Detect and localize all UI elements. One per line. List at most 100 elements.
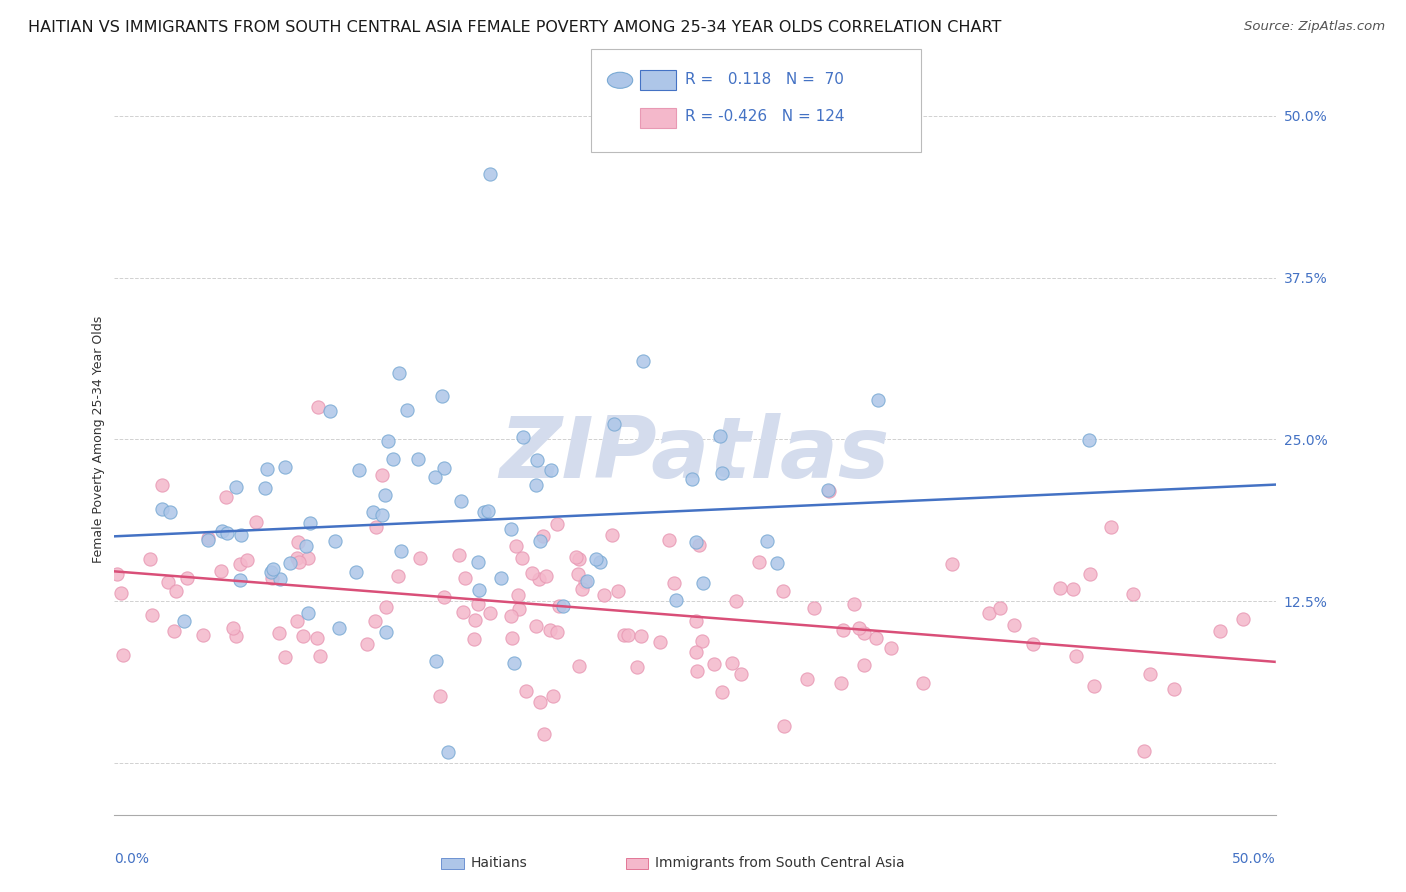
Point xyxy=(297,551,319,566)
Point xyxy=(988,601,1011,615)
Point xyxy=(685,534,707,549)
Point xyxy=(1062,582,1084,596)
Point xyxy=(425,654,447,668)
Point xyxy=(191,628,214,642)
Point xyxy=(432,389,454,403)
Point xyxy=(724,593,747,607)
Point xyxy=(866,392,889,407)
Point xyxy=(685,614,707,628)
Y-axis label: Female Poverty Among 25-34 Year Olds: Female Poverty Among 25-34 Year Olds xyxy=(93,316,105,563)
Point xyxy=(547,599,569,614)
Point xyxy=(176,572,198,586)
Point xyxy=(524,477,547,491)
Point xyxy=(209,564,232,578)
Point xyxy=(522,566,544,581)
Point xyxy=(1080,567,1102,582)
Point xyxy=(423,470,446,484)
Point xyxy=(382,451,405,466)
Point xyxy=(575,574,598,589)
Point xyxy=(260,571,283,585)
Point xyxy=(236,552,259,566)
Point xyxy=(505,539,527,553)
Point xyxy=(375,600,398,615)
Point xyxy=(568,552,591,566)
Point xyxy=(748,555,770,569)
Point xyxy=(295,539,318,553)
Point xyxy=(387,569,409,583)
Point xyxy=(534,569,557,583)
Point xyxy=(567,567,589,582)
Point xyxy=(617,628,640,642)
Point xyxy=(429,689,451,703)
Point xyxy=(297,606,319,620)
Point xyxy=(267,625,290,640)
Point xyxy=(1002,618,1025,632)
Point xyxy=(1133,744,1156,758)
Point xyxy=(447,549,470,563)
Point xyxy=(1022,637,1045,651)
Point xyxy=(568,658,591,673)
Point xyxy=(256,462,278,476)
Point xyxy=(508,602,530,616)
Point xyxy=(607,584,630,599)
Point xyxy=(245,515,267,529)
Point xyxy=(531,528,554,542)
Point xyxy=(565,549,588,564)
Point xyxy=(474,505,496,519)
Point xyxy=(388,366,411,380)
Point xyxy=(163,624,186,639)
Point xyxy=(1077,433,1099,447)
Point xyxy=(703,657,725,672)
Point xyxy=(328,622,350,636)
Point xyxy=(225,629,247,643)
Point xyxy=(600,528,623,542)
Point xyxy=(308,648,330,663)
Point xyxy=(665,593,688,607)
Point xyxy=(508,588,530,602)
Point xyxy=(709,429,731,443)
Point xyxy=(395,403,418,417)
Point xyxy=(830,675,852,690)
Point xyxy=(150,501,173,516)
Point xyxy=(215,490,238,504)
Point xyxy=(681,472,703,486)
Text: R =   0.118   N =  70: R = 0.118 N = 70 xyxy=(685,72,844,87)
Point xyxy=(1064,648,1087,663)
Point xyxy=(489,571,512,585)
Point xyxy=(658,533,681,548)
Point xyxy=(222,622,245,636)
Point xyxy=(1122,587,1144,601)
Point xyxy=(433,590,456,604)
Text: HAITIAN VS IMMIGRANTS FROM SOUTH CENTRAL ASIA FEMALE POVERTY AMONG 25-34 YEAR OL: HAITIAN VS IMMIGRANTS FROM SOUTH CENTRAL… xyxy=(28,20,1001,35)
Point xyxy=(541,690,564,704)
Point xyxy=(1099,520,1122,534)
Point xyxy=(346,565,368,579)
Point xyxy=(454,571,477,585)
Point xyxy=(157,574,180,589)
Point xyxy=(571,582,593,596)
Point xyxy=(626,659,648,673)
Point xyxy=(662,576,685,591)
Point xyxy=(159,505,181,519)
Point xyxy=(288,555,311,569)
Text: Immigrants from South Central Asia: Immigrants from South Central Asia xyxy=(655,855,905,870)
Point xyxy=(269,572,291,586)
Point xyxy=(1208,624,1230,638)
Point xyxy=(574,574,596,589)
Point xyxy=(389,544,412,558)
Point xyxy=(307,401,329,415)
Point xyxy=(832,624,855,638)
Point xyxy=(690,634,713,648)
Point xyxy=(318,403,340,417)
Point xyxy=(852,626,875,640)
Text: 0.0%: 0.0% xyxy=(114,852,149,865)
Point xyxy=(451,606,474,620)
Point xyxy=(479,168,502,182)
Point xyxy=(197,533,219,548)
Point xyxy=(259,565,281,579)
Point xyxy=(817,483,839,498)
Point xyxy=(766,556,789,570)
Point xyxy=(685,645,707,659)
Point xyxy=(585,552,607,566)
Point xyxy=(755,534,778,549)
